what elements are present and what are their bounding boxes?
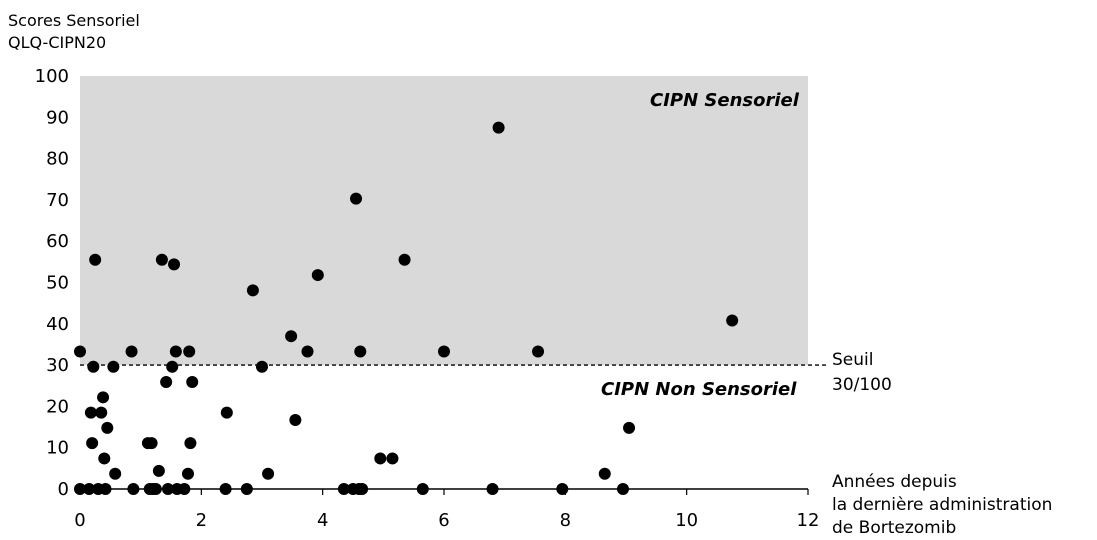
y-tick-label: 90: [46, 107, 69, 128]
data-point: [337, 483, 350, 495]
x-tick-label: 12: [797, 510, 820, 531]
data-point: [438, 345, 450, 358]
data-point: [374, 452, 387, 465]
data-point: [98, 452, 111, 465]
y-axis-title-line-2: QLQ-CIPN20: [8, 33, 107, 52]
x-tick-label: 2: [196, 510, 207, 531]
data-point: [109, 467, 122, 480]
x-axis-title: Années depuis la dernière administration…: [832, 471, 1052, 540]
data-point: [623, 421, 636, 434]
data-point: [87, 360, 100, 373]
data-point: [95, 406, 108, 419]
x-tick-label: 10: [675, 510, 698, 531]
data-point: [262, 467, 275, 480]
y-tick-label: 80: [46, 149, 69, 170]
data-point: [84, 406, 97, 419]
data-point: [354, 345, 367, 358]
data-point: [398, 253, 411, 266]
data-point: [386, 452, 399, 465]
data-point: [169, 345, 182, 358]
y-tick-label: 20: [46, 396, 69, 417]
data-point: [161, 483, 174, 495]
threshold-label-line-1: Seuil: [832, 350, 874, 370]
data-point: [183, 345, 196, 358]
cipn-sensoriel-region: [80, 76, 808, 366]
threshold-label-line-2: 30/100: [832, 375, 892, 395]
x-tick-label: 4: [317, 510, 328, 531]
data-point: [155, 253, 168, 266]
x-tick-label: 8: [560, 510, 571, 531]
data-point: [726, 314, 739, 327]
data-point: [145, 437, 158, 450]
region-label-upper: CIPN Sensoriel: [650, 90, 799, 111]
data-point: [311, 269, 324, 282]
y-tick-label: 0: [58, 479, 69, 500]
data-point: [416, 483, 429, 495]
data-point: [186, 376, 199, 389]
data-point: [74, 483, 86, 495]
data-points: [74, 121, 739, 495]
data-point: [598, 467, 611, 480]
y-tick-label: 100: [35, 66, 69, 87]
y-axis-title-line-1: Scores Sensoriel: [8, 11, 140, 30]
data-point: [240, 483, 253, 495]
data-point: [107, 360, 120, 373]
data-point: [168, 258, 181, 271]
data-point: [74, 345, 86, 358]
y-tick-label: 30: [46, 355, 69, 376]
data-point: [301, 345, 314, 358]
y-tick-label: 70: [46, 190, 69, 211]
x-axis-title-line-2: la dernière administration: [832, 495, 1053, 515]
data-point: [97, 391, 110, 404]
data-point: [220, 406, 233, 419]
data-point: [127, 483, 140, 495]
x-tick-label: 0: [74, 510, 85, 531]
data-point: [492, 121, 505, 134]
data-point: [556, 483, 569, 495]
data-point: [289, 414, 302, 427]
x-axis-ticks: 0 2 4 6 8 10 12: [74, 489, 819, 531]
data-point: [86, 437, 99, 450]
data-point: [178, 483, 191, 495]
data-point: [83, 483, 96, 495]
data-point: [125, 345, 138, 358]
data-point: [285, 330, 298, 343]
data-point: [184, 437, 197, 450]
data-point: [181, 467, 194, 480]
data-point: [532, 345, 545, 358]
data-point: [616, 483, 629, 495]
y-tick-label: 60: [46, 231, 69, 252]
x-axis-title-line-3: de Bortezomib: [832, 518, 957, 538]
region-label-lower: CIPN Non Sensoriel: [601, 379, 797, 400]
data-point: [160, 376, 173, 389]
data-point: [350, 192, 363, 205]
data-point: [99, 483, 112, 495]
data-point: [486, 483, 499, 495]
data-point: [356, 483, 369, 495]
y-axis-ticks: 0 10 20 30 40 50 60 70 80 90 100: [35, 66, 69, 500]
y-tick-label: 50: [46, 273, 69, 294]
x-axis-title-line-1: Années depuis: [832, 472, 957, 492]
y-axis-title: Scores Sensoriel QLQ-CIPN20: [8, 10, 140, 54]
data-point: [256, 360, 268, 373]
data-point: [149, 483, 162, 495]
y-tick-label: 40: [46, 314, 69, 335]
data-point: [166, 360, 179, 373]
y-tick-label: 10: [46, 438, 69, 459]
data-point: [219, 483, 232, 495]
data-point: [246, 284, 259, 297]
data-point: [101, 421, 114, 434]
data-point: [89, 253, 102, 266]
data-point: [152, 464, 165, 477]
x-tick-label: 6: [438, 510, 449, 531]
threshold-label: Seuil 30/100: [832, 348, 892, 398]
